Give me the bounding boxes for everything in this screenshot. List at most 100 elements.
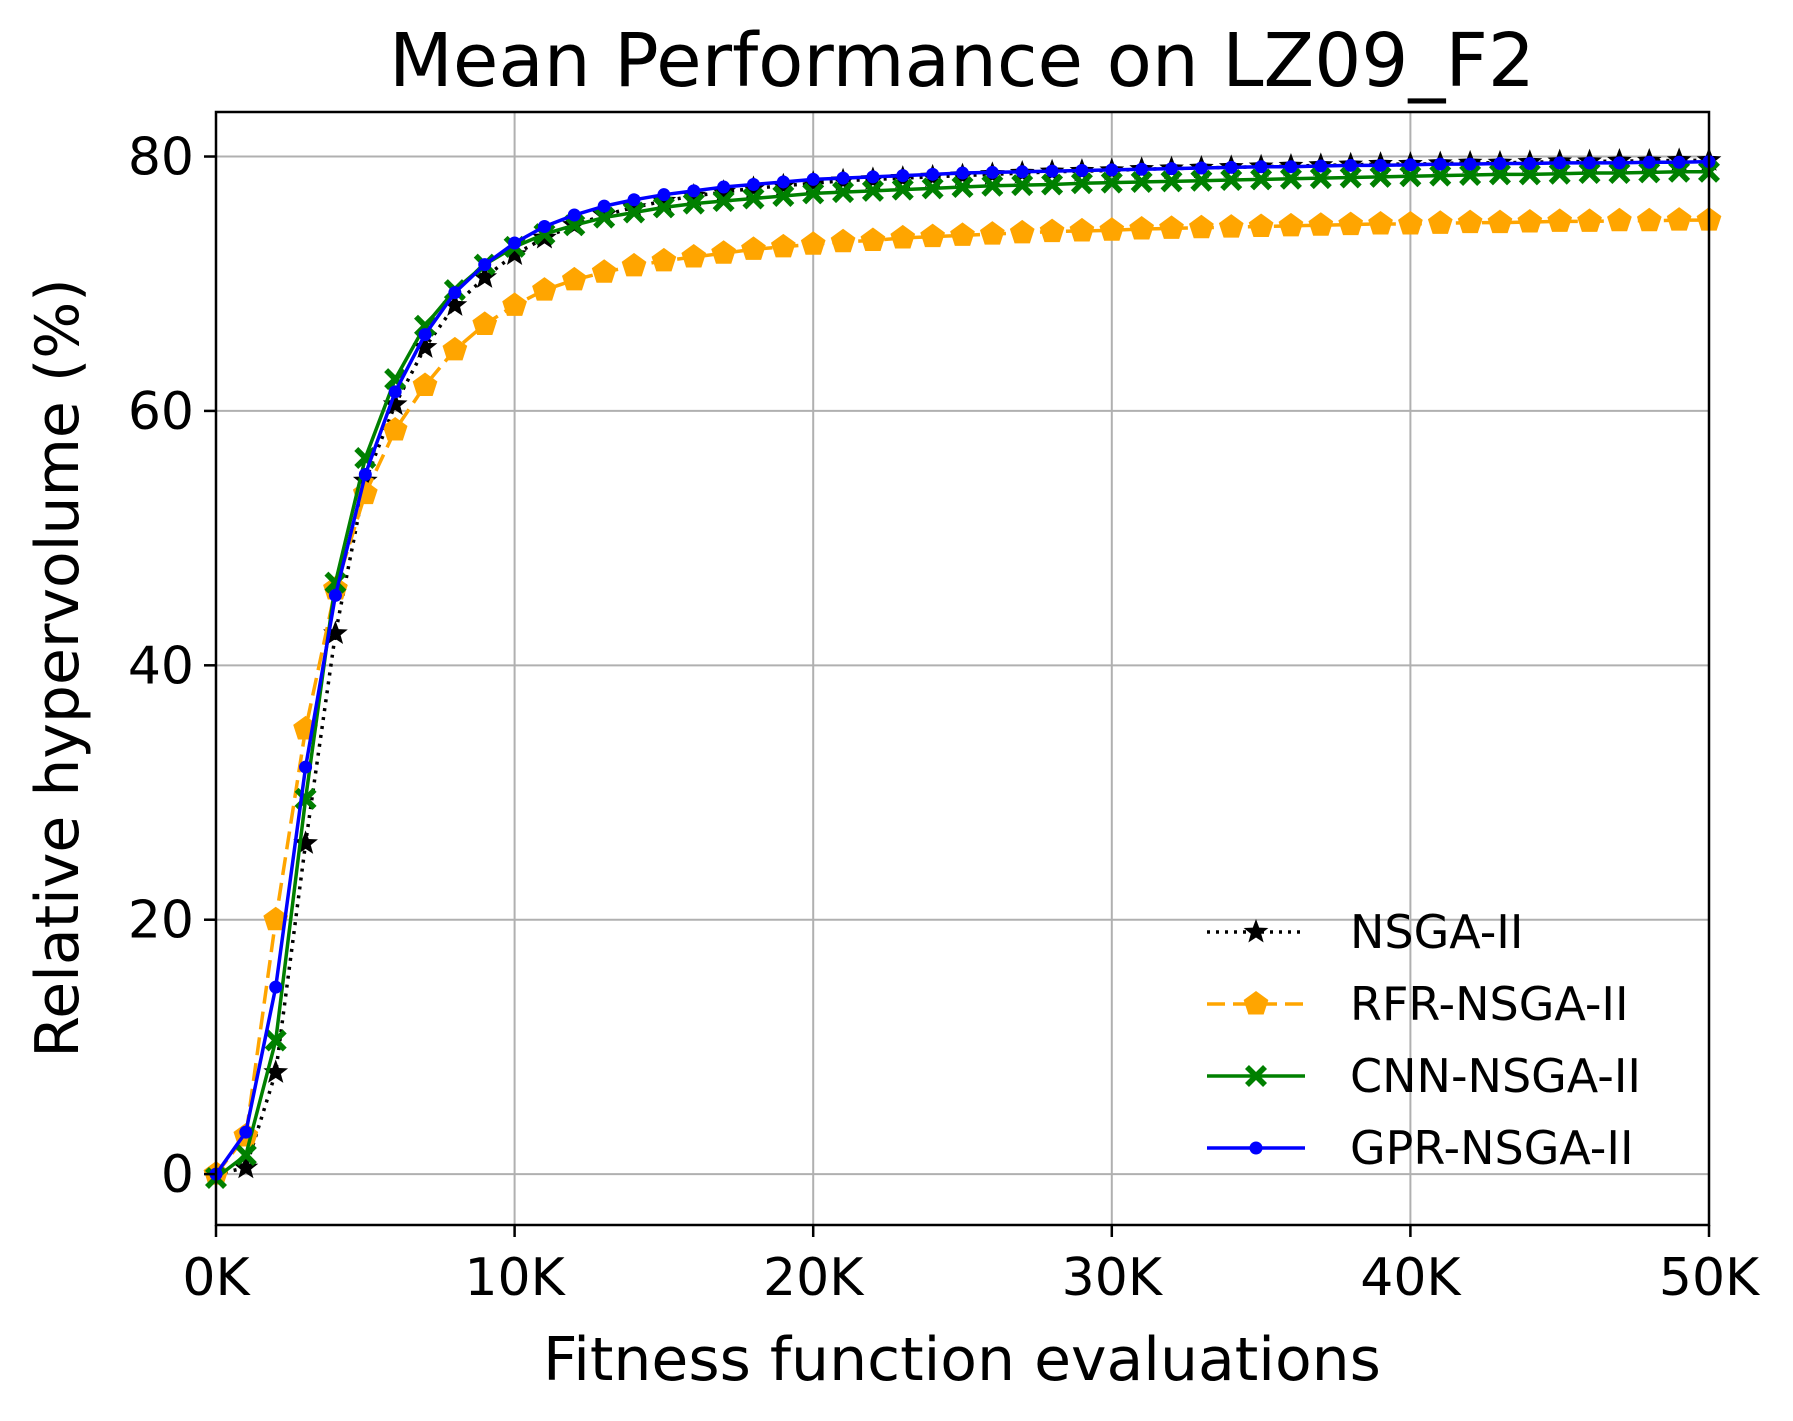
data-point-cnn-nsga-ii [1548, 162, 1571, 185]
data-point-cnn-nsga-ii [981, 174, 1004, 197]
data-point-cnn-nsga-ii [1668, 160, 1691, 183]
data-point-nsga-ii [472, 264, 498, 288]
data-point-cnn-nsga-ii [1488, 163, 1511, 186]
data-point-rfr-nsga-ii [920, 223, 945, 248]
legend: NSGA-II RFR-NSGA-II CNN-NSGA-II GPR-NSGA-II [1207, 905, 1641, 1175]
data-point-gpr-nsga-ii [299, 760, 313, 774]
data-point-gpr-nsga-ii [537, 219, 551, 233]
data-point-rfr-nsga-ii [561, 266, 587, 291]
data-point-nsga-ii [502, 241, 527, 265]
data-point-cnn-nsga-ii [1041, 173, 1064, 196]
data-point-gpr-nsga-ii [1493, 157, 1507, 171]
data-point-rfr-nsga-ii [1159, 215, 1184, 239]
data-point-rfr-nsga-ii [860, 227, 886, 251]
chart-title: Mean Performance on LZ09_F2 [389, 18, 1535, 104]
data-point-cnn-nsga-ii [921, 177, 944, 200]
data-point-gpr-nsga-ii [1672, 155, 1686, 169]
data-point-cnn-nsga-ii [1459, 163, 1482, 186]
data-point-rfr-nsga-ii [263, 906, 289, 931]
data-point-gpr-nsga-ii [956, 166, 969, 180]
data-point-gpr-nsga-ii [1105, 163, 1119, 177]
legend-marker-rfr-nsga-ii [1243, 991, 1269, 1015]
axis-ticks: 0K 10K 20K 30K 40K 50K 0 20 40 60 80 [128, 128, 1761, 1308]
data-point-gpr-nsga-ii [567, 208, 581, 222]
data-point-rfr-nsga-ii [1069, 217, 1095, 242]
legend-label-cnn-nsga-ii: CNN-NSGA-II [1350, 1049, 1641, 1103]
data-point-cnn-nsga-ii [1279, 167, 1302, 190]
data-point-nsga-ii [382, 391, 408, 416]
data-point-cnn-nsga-ii [1399, 165, 1422, 188]
data-point-cnn-nsga-ii [772, 184, 795, 207]
data-point-rfr-nsga-ii [681, 244, 707, 268]
data-point-gpr-nsga-ii [1612, 156, 1626, 170]
data-point-rfr-nsga-ii [950, 222, 975, 246]
data-point-rfr-nsga-ii [651, 247, 677, 272]
y-tick-label: 20 [128, 891, 194, 951]
legend-marker-cnn-nsga-ii [1245, 1065, 1267, 1087]
data-point-cnn-nsga-ii [951, 176, 974, 199]
data-point-gpr-nsga-ii [1344, 158, 1358, 172]
data-point-cnn-nsga-ii [234, 1144, 257, 1167]
data-point-gpr-nsga-ii [328, 588, 342, 602]
data-point-rfr-nsga-ii [1009, 219, 1035, 244]
data-point-rfr-nsga-ii [800, 231, 826, 255]
y-axis-label: Relative hypervolume (%) [23, 278, 93, 1057]
data-point-cnn-nsga-ii [1518, 163, 1541, 186]
data-point-gpr-nsga-ii [1045, 164, 1059, 178]
data-point-rfr-nsga-ii [1427, 210, 1453, 234]
data-point-nsga-ii [263, 1059, 289, 1083]
data-point-cnn-nsga-ii [593, 206, 616, 229]
x-tick-label: 30K [1062, 1248, 1164, 1308]
data-point-gpr-nsga-ii [388, 385, 402, 399]
data-point-cnn-nsga-ii [712, 190, 735, 213]
data-point-gpr-nsga-ii [358, 468, 372, 482]
data-point-gpr-nsga-ii [776, 175, 790, 189]
data-point-gpr-nsga-ii [1165, 162, 1179, 176]
plot-frame [214, 110, 1711, 1227]
data-point-gpr-nsga-ii [1224, 160, 1238, 174]
y-tick-label: 80 [128, 128, 194, 188]
data-point-cnn-nsga-ii [1130, 170, 1153, 193]
data-point-gpr-nsga-ii [866, 170, 880, 184]
data-point-rfr-nsga-ii [1398, 210, 1423, 235]
data-point-rfr-nsga-ii [382, 417, 408, 441]
data-point-rfr-nsga-ii [1248, 213, 1274, 237]
data-point-cnn-nsga-ii [652, 196, 675, 219]
y-tick-label: 40 [128, 636, 194, 696]
x-tick-label: 20K [763, 1248, 865, 1308]
legend-label-nsga-ii: NSGA-II [1350, 905, 1523, 959]
data-point-rfr-nsga-ii [621, 252, 647, 277]
data-point-gpr-nsga-ii [418, 328, 432, 342]
data-point-rfr-nsga-ii [502, 292, 527, 316]
data-point-rfr-nsga-ii [1308, 212, 1334, 236]
data-point-rfr-nsga-ii [1218, 214, 1244, 238]
x-tick-label: 50K [1659, 1248, 1761, 1308]
data-point-rfr-nsga-ii [890, 224, 916, 249]
data-point-rfr-nsga-ii [532, 277, 557, 301]
data-point-cnn-nsga-ii [1369, 165, 1392, 188]
data-point-gpr-nsga-ii [687, 184, 701, 198]
data-point-gpr-nsga-ii [1553, 156, 1567, 170]
data-point-rfr-nsga-ii [412, 372, 438, 396]
data-point-cnn-nsga-ii [1100, 171, 1123, 194]
data-point-cnn-nsga-ii [623, 201, 646, 224]
data-point-cnn-nsga-ii [1220, 169, 1243, 192]
data-point-cnn-nsga-ii [1190, 169, 1213, 192]
data-point-gpr-nsga-ii [717, 180, 731, 194]
data-point-gpr-nsga-ii [657, 188, 671, 202]
series-gpr-nsga-ii [209, 155, 1716, 1181]
data-point-cnn-nsga-ii [891, 178, 914, 201]
data-point-gpr-nsga-ii [1403, 158, 1417, 172]
data-point-rfr-nsga-ii [1517, 209, 1543, 233]
data-point-gpr-nsga-ii [1642, 155, 1656, 169]
data-point-gpr-nsga-ii [627, 193, 641, 207]
data-point-cnn-nsga-ii [742, 187, 765, 210]
data-point-gpr-nsga-ii [597, 199, 611, 213]
data-point-cnn-nsga-ii [1070, 172, 1093, 195]
data-point-rfr-nsga-ii [741, 236, 766, 260]
legend-marker-nsga-ii [1243, 919, 1269, 943]
data-point-gpr-nsga-ii [1463, 157, 1477, 171]
x-tick-label: 40K [1360, 1248, 1462, 1308]
data-point-gpr-nsga-ii [1015, 165, 1029, 179]
